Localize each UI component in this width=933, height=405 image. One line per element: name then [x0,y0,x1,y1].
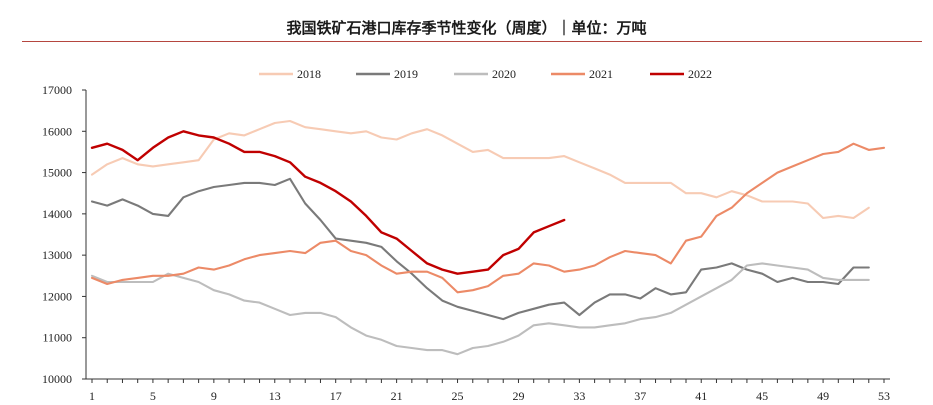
legend-label-2020: 2020 [492,67,516,81]
x-tick-label: 1 [89,389,95,403]
x-tick-label: 25 [452,389,464,403]
x-tick-label: 21 [391,389,403,403]
x-tick-label: 41 [695,389,707,403]
x-tick-label: 13 [269,389,281,403]
y-tick-label: 12000 [42,289,72,303]
y-tick-label: 17000 [42,83,72,97]
series-line-2021 [90,142,886,294]
y-tick-label: 14000 [42,207,72,221]
chart-series [90,119,886,356]
chart-legend: 2018 2019 2020 2021 2022 [259,67,712,81]
y-tick-label: 13000 [42,248,72,262]
series-line-2022 [90,130,566,275]
y-tick-label: 10000 [42,372,72,386]
series-line-2019 [90,177,870,321]
y-tick-label: 16000 [42,124,72,138]
x-tick-label: 17 [330,389,342,403]
title-divider [22,41,922,42]
chart-axes: 10000 11000 12000 13000 14000 15000 16000 17000… [42,83,890,403]
legend-label-2019: 2019 [394,67,418,81]
x-tick-label: 49 [817,389,829,403]
legend-label-2022: 2022 [688,67,712,81]
legend-label-2021: 2021 [589,67,613,81]
y-tick-label: 11000 [42,331,72,345]
chart-title: 我国铁矿石港口库存季节性变化（周度）｜单位：万吨 [286,19,647,37]
series-line-2020 [90,262,870,356]
x-tick-label: 37 [634,389,646,403]
x-tick-label: 5 [150,389,156,403]
y-tick-label: 15000 [42,166,72,180]
x-tick-label: 9 [211,389,217,403]
x-tick-label: 33 [573,389,585,403]
x-tick-label: 29 [512,389,524,403]
x-tick-label: 53 [878,389,890,403]
x-tick-label: 45 [756,389,768,403]
series-line-2018 [90,119,870,220]
legend-label-2018: 2018 [297,67,321,81]
